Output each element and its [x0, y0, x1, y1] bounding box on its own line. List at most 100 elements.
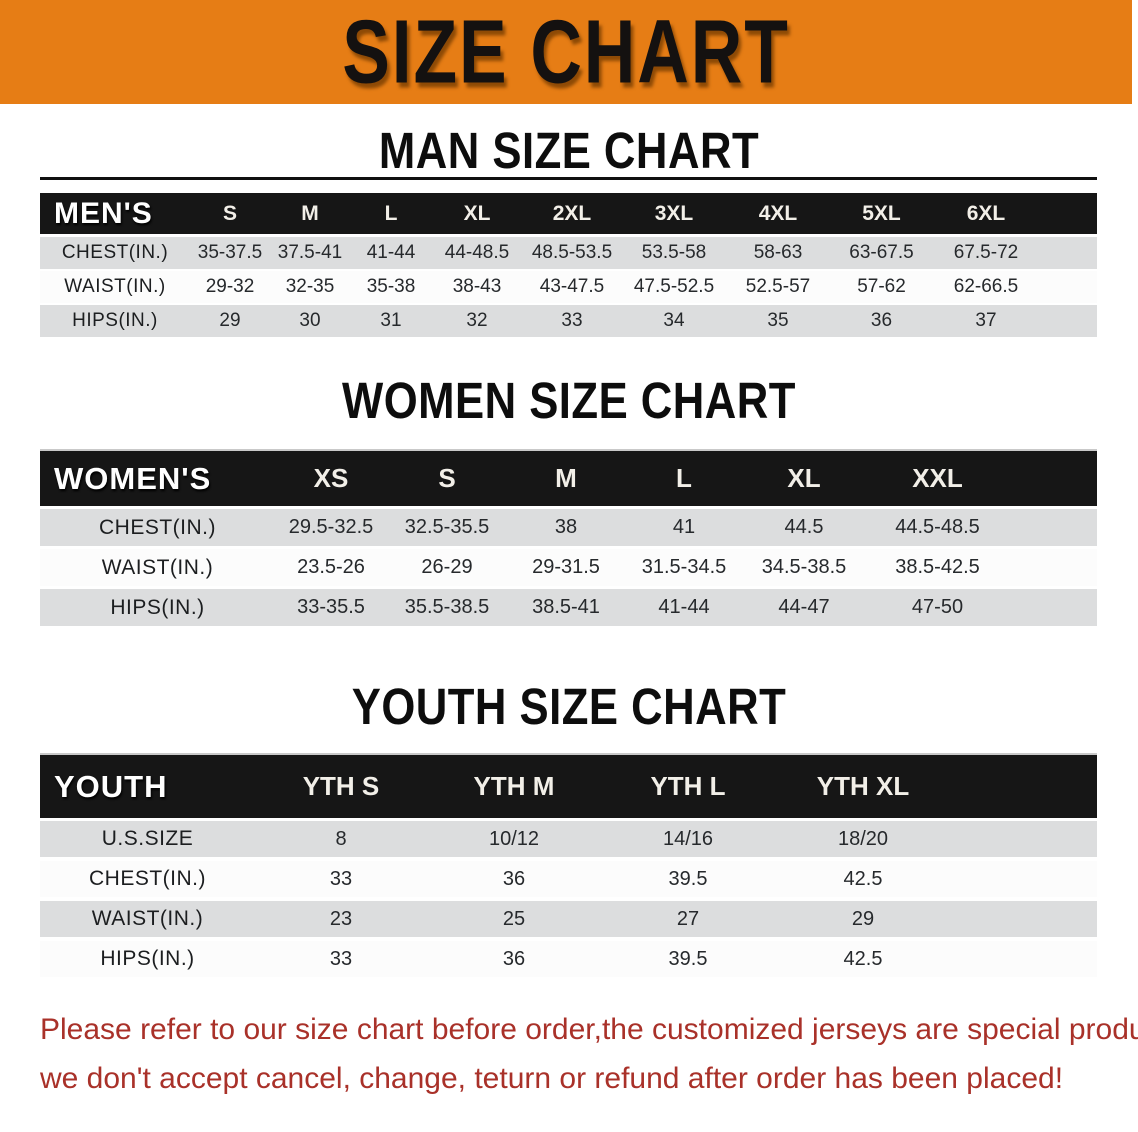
size-cell: 48.5-53.5 [522, 237, 622, 271]
size-cell: 29.5-32.5 [275, 509, 387, 549]
size-cell: 35-37.5 [190, 237, 270, 271]
mens-size-col-xl: XL [432, 193, 522, 237]
youth-group-label: YOUTH [40, 753, 255, 821]
mens-size-table-block: MEN'S S M L XL 2XL 3XL 4XL 5XL 6XL CHEST… [40, 177, 1138, 339]
size-cell: 38.5-42.5 [865, 549, 1010, 589]
size-cell: 43-47.5 [522, 271, 622, 305]
size-cell: 36 [427, 861, 601, 901]
size-cell: 36 [427, 941, 601, 981]
row-label: HIPS(IN.) [40, 305, 190, 339]
size-cell-filler [951, 821, 1097, 861]
size-cell: 42.5 [775, 941, 951, 981]
youth-hips-row: HIPS(IN.) 33 36 39.5 42.5 [40, 941, 1097, 981]
size-cell: 38 [507, 509, 625, 549]
size-cell-filler [1039, 271, 1097, 305]
youth-chest-row: CHEST(IN.) 33 36 39.5 42.5 [40, 861, 1097, 901]
size-cell: 34.5-38.5 [743, 549, 865, 589]
mens-group-label: MEN'S [40, 193, 190, 237]
row-label: WAIST(IN.) [40, 549, 275, 589]
womens-size-table: WOMEN'S XS S M L XL XXL CHEST(IN.) 29.5-… [40, 449, 1097, 629]
size-cell: 35 [726, 305, 830, 339]
womens-size-col-s: S [387, 449, 507, 509]
youth-size-col-xl: YTH XL [775, 753, 951, 821]
tables-wrap-youth: YOUTH YTH S YTH M YTH L YTH XL U.S.SIZE … [0, 753, 1138, 981]
mens-size-col-6xl: 6XL [933, 193, 1039, 237]
mens-size-col-s: S [190, 193, 270, 237]
size-cell: 41 [625, 509, 743, 549]
mens-size-col-5xl: 5XL [830, 193, 933, 237]
size-cell: 23.5-26 [275, 549, 387, 589]
size-cell: 34 [622, 305, 726, 339]
row-label: HIPS(IN.) [40, 941, 255, 981]
youth-size-col-m: YTH M [427, 753, 601, 821]
size-cell-filler [1010, 509, 1097, 549]
size-cell: 67.5-72 [933, 237, 1039, 271]
mens-size-col-m: M [270, 193, 350, 237]
size-cell: 33 [255, 861, 427, 901]
mens-header-row: MEN'S S M L XL 2XL 3XL 4XL 5XL 6XL [40, 193, 1097, 237]
size-cell: 57-62 [830, 271, 933, 305]
size-cell: 36 [830, 305, 933, 339]
size-cell: 29 [190, 305, 270, 339]
size-cell: 32.5-35.5 [387, 509, 507, 549]
size-cell: 33 [522, 305, 622, 339]
size-cell-filler [1039, 237, 1097, 271]
row-label: CHEST(IN.) [40, 861, 255, 901]
size-cell: 31 [350, 305, 432, 339]
womens-group-label: WOMEN'S [40, 449, 275, 509]
size-cell: 14/16 [601, 821, 775, 861]
size-chart-banner: SIZE CHART [0, 0, 1132, 104]
size-cell: 41-44 [350, 237, 432, 271]
row-label: HIPS(IN.) [40, 589, 275, 629]
youth-size-table: YOUTH YTH S YTH M YTH L YTH XL U.S.SIZE … [40, 753, 1097, 981]
mens-header-filler [1039, 193, 1097, 237]
size-cell: 35.5-38.5 [387, 589, 507, 629]
size-cell: 8 [255, 821, 427, 861]
womens-size-col-xl: XL [743, 449, 865, 509]
women-section-heading: WOMEN SIZE CHART [0, 371, 1138, 429]
size-cell: 37.5-41 [270, 237, 350, 271]
size-cell-filler [951, 941, 1097, 981]
size-cell: 41-44 [625, 589, 743, 629]
size-cell: 29-31.5 [507, 549, 625, 589]
size-cell: 44-48.5 [432, 237, 522, 271]
mens-table-topline [40, 177, 1097, 180]
size-cell: 35-38 [350, 271, 432, 305]
size-cell: 44-47 [743, 589, 865, 629]
youth-waist-row: WAIST(IN.) 23 25 27 29 [40, 901, 1097, 941]
size-cell: 62-66.5 [933, 271, 1039, 305]
row-label: CHEST(IN.) [40, 237, 190, 271]
size-cell: 52.5-57 [726, 271, 830, 305]
row-label: WAIST(IN.) [40, 271, 190, 305]
size-cell: 39.5 [601, 941, 775, 981]
row-label: WAIST(IN.) [40, 901, 255, 941]
size-cell-filler [1039, 305, 1097, 339]
size-cell: 27 [601, 901, 775, 941]
womens-header-filler [1010, 449, 1097, 509]
man-section-heading-text: MAN SIZE CHART [378, 121, 760, 180]
size-cell: 42.5 [775, 861, 951, 901]
size-cell: 38-43 [432, 271, 522, 305]
womens-size-col-m: M [507, 449, 625, 509]
size-cell-filler [1010, 549, 1097, 589]
size-cell: 26-29 [387, 549, 507, 589]
size-cell: 10/12 [427, 821, 601, 861]
womens-header-row: WOMEN'S XS S M L XL XXL [40, 449, 1097, 509]
size-cell: 25 [427, 901, 601, 941]
size-cell-filler [1010, 589, 1097, 629]
womens-chest-row: CHEST(IN.) 29.5-32.5 32.5-35.5 38 41 44.… [40, 509, 1097, 549]
tables-wrap: MEN'S S M L XL 2XL 3XL 4XL 5XL 6XL CHEST… [0, 177, 1138, 339]
youth-header-filler [951, 753, 1097, 821]
size-cell: 30 [270, 305, 350, 339]
mens-hips-row: HIPS(IN.) 29 30 31 32 33 34 35 36 37 [40, 305, 1097, 339]
youth-size-col-l: YTH L [601, 753, 775, 821]
row-label: U.S.SIZE [40, 821, 255, 861]
size-cell: 47-50 [865, 589, 1010, 629]
size-cell: 29-32 [190, 271, 270, 305]
size-cell-filler [951, 861, 1097, 901]
mens-size-table: MEN'S S M L XL 2XL 3XL 4XL 5XL 6XL CHEST… [40, 193, 1097, 339]
tables-wrap-women: WOMEN'S XS S M L XL XXL CHEST(IN.) 29.5-… [0, 449, 1138, 629]
mens-waist-row: WAIST(IN.) 29-32 32-35 35-38 38-43 43-47… [40, 271, 1097, 305]
size-cell: 44.5-48.5 [865, 509, 1010, 549]
size-cell: 32-35 [270, 271, 350, 305]
